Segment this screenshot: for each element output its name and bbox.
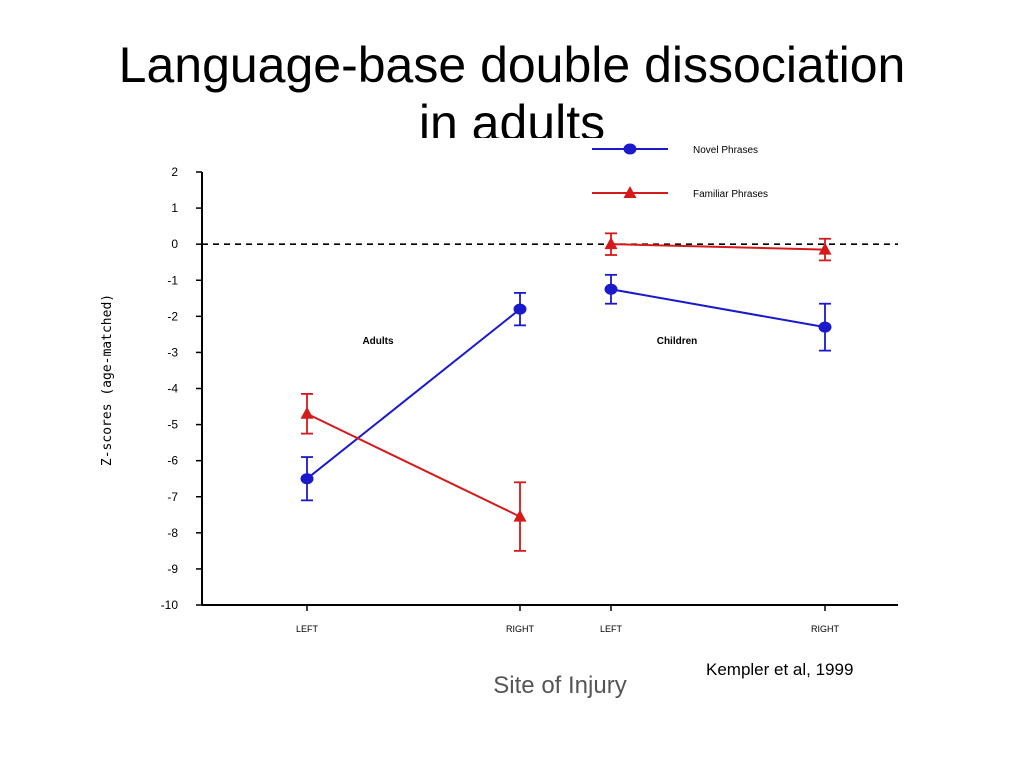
- y-tick-label: 0: [171, 237, 178, 251]
- x-axis-title: Site of Injury: [493, 672, 627, 699]
- x-tick-label: LEFT: [296, 624, 319, 634]
- y-tick-label: 1: [171, 201, 178, 215]
- familiar-phrases-line: [306, 412, 521, 518]
- y-tick-label: -7: [167, 490, 178, 504]
- citation: Kempler et al, 1999: [706, 660, 854, 679]
- data-point: [300, 473, 314, 485]
- data-point: [513, 509, 527, 522]
- y-tick-label: -4: [167, 382, 178, 396]
- novel-phrases-line: [610, 288, 826, 329]
- y-tick-label: -8: [167, 526, 178, 540]
- data-point: [623, 143, 637, 155]
- novel-phrases-line: [306, 308, 521, 480]
- x-tick-label: LEFT: [600, 624, 623, 634]
- familiar-phrases-line: [610, 243, 826, 251]
- y-axis-label: Z-scores (age-matched): [100, 294, 115, 466]
- data-point: [818, 242, 832, 255]
- data-point: [300, 406, 314, 419]
- group-label-adults: Adults: [362, 336, 394, 347]
- slide-title: Language-base double dissociation in adu…: [0, 36, 1024, 152]
- group-label-children: Children: [657, 336, 698, 347]
- y-tick-label: -9: [167, 562, 178, 576]
- y-tick-label: -6: [167, 454, 178, 468]
- x-tick-label: RIGHT: [506, 624, 535, 634]
- data-point: [818, 321, 832, 333]
- x-tick-label: RIGHT: [811, 624, 840, 634]
- data-point: [604, 283, 618, 295]
- plot-background: [150, 138, 910, 648]
- data-point: [513, 303, 527, 315]
- y-tick-label: -2: [167, 309, 178, 323]
- y-tick-label: -5: [167, 418, 178, 432]
- y-tick-label: -3: [167, 345, 178, 359]
- y-tick-label: -1: [167, 273, 178, 287]
- legend-label-novel-phrases: Novel Phrases: [693, 145, 758, 156]
- data-point: [623, 186, 637, 198]
- data-point: [604, 237, 618, 250]
- legend-label-familiar-phrases: Familiar Phrases: [693, 189, 768, 200]
- y-tick-label: 2: [171, 165, 178, 179]
- y-tick-label: -10: [161, 598, 179, 612]
- slide-title-line-1: Language-base double dissociation: [118, 37, 906, 93]
